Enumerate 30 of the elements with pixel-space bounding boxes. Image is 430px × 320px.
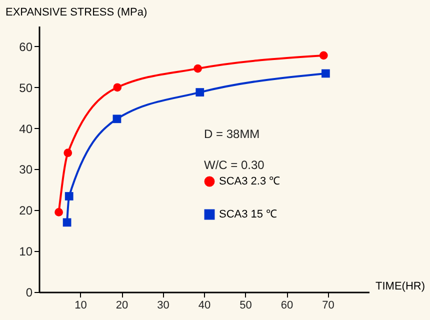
y-tick-label: 20 — [19, 204, 33, 218]
point — [54, 208, 63, 216]
point — [319, 51, 328, 60]
legend-label: SCA3 15 ℃ — [219, 208, 278, 220]
y-tick-label: 30 — [19, 162, 33, 177]
x-tick-label: 20 — [116, 300, 128, 312]
y-tick-label: 50 — [19, 80, 33, 95]
x-tick-label: 40 — [198, 300, 211, 312]
x-tick-label: 30 — [157, 300, 170, 312]
point — [112, 114, 122, 124]
x-tick-label: 50 — [240, 300, 252, 312]
y-tick-label: 0 — [26, 286, 33, 300]
x-tick-label: 60 — [280, 300, 294, 312]
y-tick-label: 40 — [19, 122, 33, 136]
point — [194, 64, 202, 73]
point — [322, 69, 330, 78]
y-tick-label: 60 — [19, 40, 33, 54]
x-axis-title: TIME(HR) — [376, 280, 425, 292]
legend-label: SCA3 2.3 ℃ — [219, 176, 280, 188]
point — [64, 148, 72, 158]
annotation: D = 38MM — [204, 127, 260, 141]
annotation: W/C = 0.30 — [204, 158, 265, 172]
y-tick-label: 10 — [19, 244, 33, 259]
point — [64, 192, 74, 200]
x-tick-label: 70 — [322, 300, 334, 312]
point — [62, 218, 72, 227]
point — [113, 83, 122, 92]
x-tick-label: 10 — [74, 300, 87, 312]
point — [196, 88, 204, 96]
y-axis-title: EXPANSIVE STRESS (MPa) — [6, 6, 148, 18]
